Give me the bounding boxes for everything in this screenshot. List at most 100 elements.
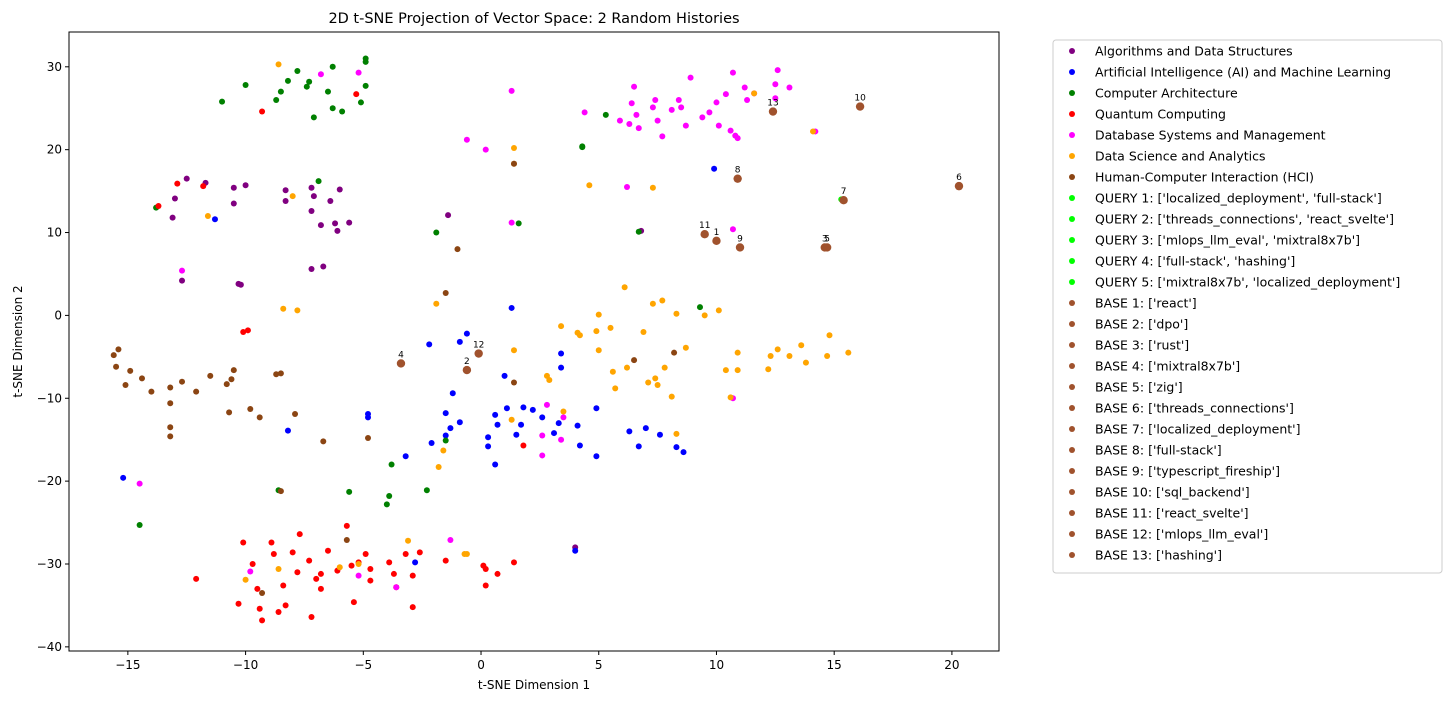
data-point xyxy=(767,353,774,360)
data-point xyxy=(308,614,315,621)
data-point xyxy=(463,136,470,143)
legend-marker xyxy=(1069,531,1075,537)
data-point xyxy=(230,200,237,207)
data-point xyxy=(365,435,372,442)
legend-entry: BASE 4: ['mixtral8x7b'] xyxy=(1095,359,1240,374)
data-point xyxy=(327,198,334,205)
data-point xyxy=(706,109,713,116)
data-point xyxy=(751,90,758,97)
data-point xyxy=(207,372,214,379)
data-point xyxy=(402,551,409,558)
data-point xyxy=(508,87,515,94)
data-point xyxy=(734,135,741,142)
data-point xyxy=(355,69,362,76)
data-point xyxy=(626,428,633,435)
data-point xyxy=(362,55,369,62)
data-point xyxy=(661,364,668,371)
legend-marker xyxy=(1069,363,1075,369)
legend-entry: BASE 7: ['localized_deployment'] xyxy=(1095,422,1301,437)
data-point xyxy=(244,327,251,334)
legend-marker xyxy=(1069,153,1075,159)
legend-marker xyxy=(1069,426,1075,432)
data-point xyxy=(428,440,435,447)
data-point xyxy=(649,184,656,191)
data-point xyxy=(520,404,527,411)
data-point xyxy=(682,344,689,351)
data-point xyxy=(642,425,649,432)
data-point xyxy=(463,551,470,558)
data-point xyxy=(332,220,339,227)
legend-entry: QUERY 2: ['threads_connections', 'react_… xyxy=(1095,212,1394,227)
data-point xyxy=(508,219,515,226)
data-point xyxy=(259,108,266,115)
data-points xyxy=(110,55,964,624)
data-point xyxy=(179,378,186,385)
data-point xyxy=(700,229,709,239)
data-point xyxy=(711,165,718,172)
data-point xyxy=(249,560,256,567)
legend-marker xyxy=(1069,48,1075,54)
data-point xyxy=(508,416,515,423)
data-point xyxy=(390,570,397,577)
data-point xyxy=(110,352,117,359)
legend-box xyxy=(1052,39,1443,574)
legend-entry: QUERY 1: ['localized_deployment', 'full-… xyxy=(1095,191,1382,206)
y-tick-label: −10 xyxy=(37,391,62,405)
data-point xyxy=(786,353,793,360)
data-point xyxy=(303,83,310,90)
data-point xyxy=(280,305,287,312)
data-point xyxy=(343,536,350,543)
data-point xyxy=(442,432,449,439)
data-point xyxy=(560,408,567,415)
data-point xyxy=(355,560,362,567)
data-point xyxy=(256,414,263,421)
data-point xyxy=(367,565,374,572)
data-point xyxy=(273,96,280,103)
legend-marker xyxy=(1069,468,1075,474)
legend-entry: Computer Architecture xyxy=(1095,86,1238,101)
data-point xyxy=(324,88,331,95)
data-point xyxy=(576,332,583,339)
data-point xyxy=(635,228,642,235)
data-point xyxy=(768,107,778,116)
data-point xyxy=(607,324,614,331)
data-point xyxy=(167,424,174,431)
data-point xyxy=(289,549,296,556)
y-axis-ticks: −40 −30 −20 −10 0 10 20 30 xyxy=(37,60,69,654)
data-point xyxy=(294,307,301,314)
data-point xyxy=(306,78,313,85)
data-point xyxy=(259,617,266,624)
base-point-label: 2 xyxy=(464,357,470,367)
data-point xyxy=(442,437,449,444)
data-point xyxy=(624,364,630,371)
base-point-label: 7 xyxy=(841,187,847,197)
data-point xyxy=(675,96,682,103)
data-point xyxy=(539,432,546,439)
data-point xyxy=(494,570,501,577)
data-point xyxy=(275,565,282,572)
data-point xyxy=(193,388,200,395)
data-point xyxy=(282,187,289,194)
data-point xyxy=(635,125,642,132)
data-point xyxy=(240,328,247,335)
legend-entry: QUERY 3: ['mlops_llm_eval', 'mixtral8x7b… xyxy=(1095,233,1360,248)
legend-entry: BASE 1: ['react'] xyxy=(1095,296,1197,311)
data-point xyxy=(503,405,510,412)
legend-marker xyxy=(1069,447,1075,453)
data-point xyxy=(671,349,678,356)
data-point xyxy=(433,229,440,236)
base-point-label: 3 xyxy=(822,234,828,244)
data-point xyxy=(136,522,143,529)
legend-marker xyxy=(1069,111,1075,117)
data-point xyxy=(510,160,517,167)
data-point xyxy=(329,63,336,70)
data-point xyxy=(346,219,353,226)
data-point xyxy=(294,67,301,74)
data-point xyxy=(539,452,546,459)
data-point xyxy=(734,367,741,374)
data-point xyxy=(574,422,581,429)
legend-marker xyxy=(1069,279,1075,285)
data-point xyxy=(954,181,964,191)
data-point xyxy=(193,575,200,582)
data-point xyxy=(510,347,517,354)
